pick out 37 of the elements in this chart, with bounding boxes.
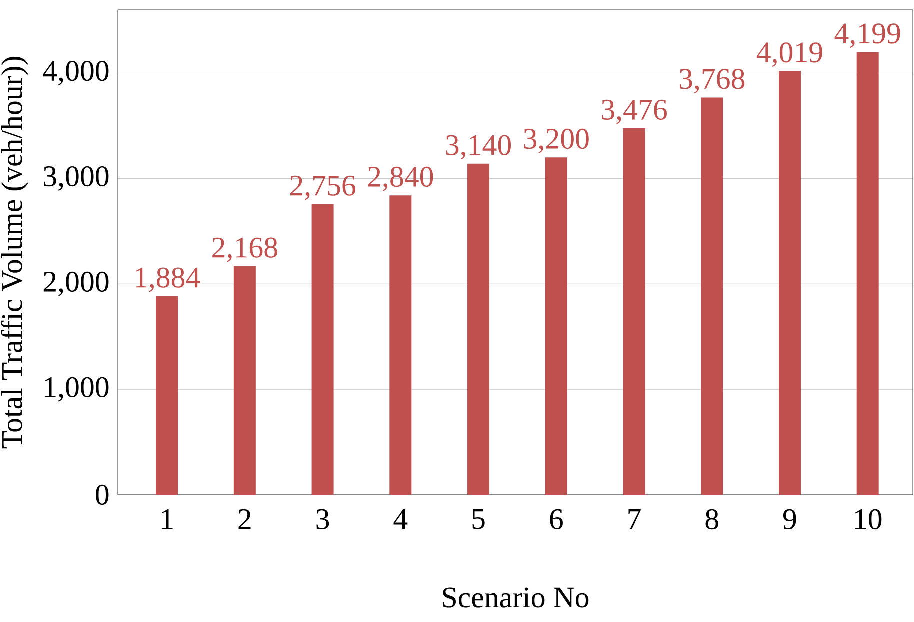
y-tick-label: 2,000 (44, 272, 109, 296)
data-label: 3,140 (446, 135, 512, 160)
y-axis-title: Total Traffic Volume (veh/hour)) (1, 57, 28, 449)
x-tick-label: 9 (783, 509, 796, 530)
data-label: 3,200 (524, 128, 589, 154)
bar (312, 204, 334, 495)
data-label: 1,884 (136, 268, 200, 292)
x-tick-label: 1 (162, 509, 173, 530)
data-label: 3,476 (602, 100, 667, 124)
bar (468, 164, 490, 495)
data-label: 2,756 (290, 176, 356, 200)
x-tick-label: 8 (706, 509, 718, 530)
bar (545, 158, 568, 495)
y-tick-label: 4,000 (43, 61, 109, 86)
x-tick-label: 5 (472, 509, 485, 530)
data-label: 2,840 (368, 166, 434, 192)
x-tick-label: 3 (316, 509, 330, 530)
data-label: 4,019 (756, 42, 822, 68)
x-tick-label: 6 (550, 509, 563, 530)
bar (156, 296, 178, 495)
bar (623, 128, 646, 495)
x-tick-label: 7 (628, 509, 641, 529)
y-tick-label: 1,000 (45, 377, 109, 402)
y-tick-label: 0 (96, 484, 109, 506)
bar (234, 266, 256, 495)
data-label: 3,768 (680, 69, 745, 94)
bar (778, 71, 801, 495)
bar (390, 196, 412, 495)
x-tick-label: 10 (856, 509, 882, 530)
data-label: 4,199 (834, 24, 900, 48)
x-tick-label: 2 (238, 509, 251, 530)
bar (856, 52, 879, 495)
data-label: 2,168 (212, 238, 278, 262)
y-tick-label: 3,000 (44, 166, 109, 191)
bar (701, 98, 724, 495)
x-tick-label: 4 (394, 509, 408, 530)
x-axis-title: Scenario No (443, 588, 589, 608)
